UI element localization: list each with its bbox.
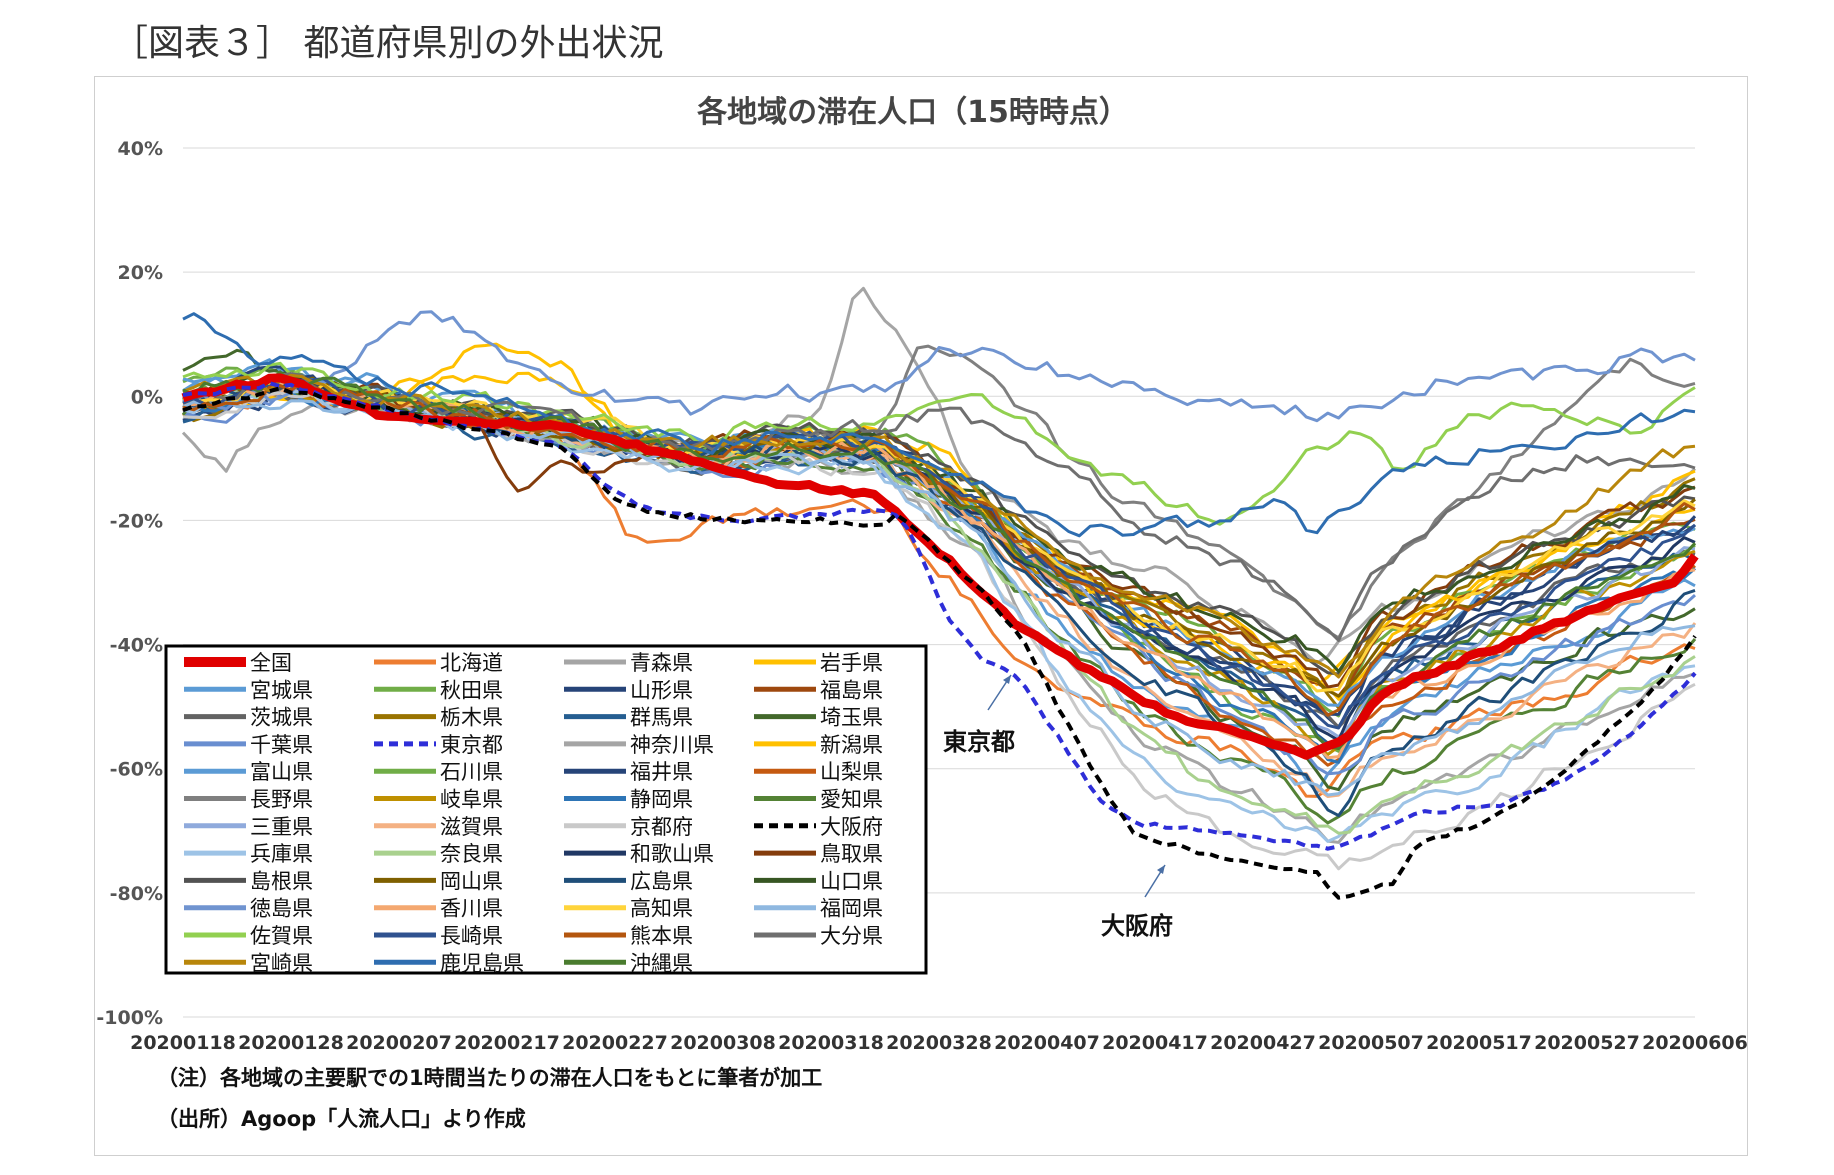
legend-label: 埼玉県 bbox=[820, 706, 883, 730]
annotation-label: 大阪府 bbox=[1101, 912, 1173, 940]
series-line bbox=[182, 361, 1696, 526]
x-tick-label: 20200318 bbox=[778, 1032, 884, 1054]
x-tick-label: 20200128 bbox=[238, 1032, 344, 1054]
y-tick-label: -100% bbox=[96, 1007, 163, 1029]
legend-label: 鹿児島県 bbox=[440, 951, 524, 975]
series-line bbox=[182, 370, 1697, 750]
x-axis: 20200118 20200128 20200207 20200217 20200227… bbox=[130, 1032, 1748, 1054]
series-group bbox=[181, 286, 1699, 900]
legend-label: 東京都 bbox=[440, 733, 503, 757]
series-line bbox=[182, 310, 1696, 423]
legend-box bbox=[164, 644, 928, 975]
series-line bbox=[182, 381, 1696, 717]
annotation-arrowhead bbox=[1157, 865, 1165, 874]
legend-label: 高知県 bbox=[630, 897, 693, 921]
x-tick-label: 20200308 bbox=[670, 1032, 776, 1054]
x-tick-label: 20200207 bbox=[346, 1032, 452, 1054]
legend-label: 福島県 bbox=[820, 678, 883, 702]
x-tick-label: 20200217 bbox=[454, 1032, 560, 1054]
x-tick-label: 20200606 bbox=[1642, 1032, 1748, 1054]
legend-label: 山口県 bbox=[820, 869, 883, 893]
legend-label: 神奈川県 bbox=[630, 733, 714, 757]
legend-label: 石川県 bbox=[440, 760, 503, 784]
legend-label: 栃木県 bbox=[440, 706, 503, 730]
legend-label: 静岡県 bbox=[630, 788, 693, 812]
legend-label: 三重県 bbox=[250, 815, 313, 839]
y-tick-label: -40% bbox=[110, 635, 163, 657]
legend-label: 群馬県 bbox=[630, 706, 693, 730]
x-tick-label: 20200118 bbox=[130, 1032, 236, 1054]
legend-label: 北海道 bbox=[440, 651, 503, 675]
legend-label: 宮城県 bbox=[250, 678, 313, 702]
legend-label: 秋田県 bbox=[440, 678, 503, 702]
legend-label: 岩手県 bbox=[820, 651, 883, 675]
legend-label: 福井県 bbox=[630, 760, 693, 784]
annotation-arrowhead bbox=[1003, 675, 1011, 684]
legend-label: 宮崎県 bbox=[250, 951, 313, 975]
y-axis: 40% 20% 0% -20% -40% -60% -80% -100% bbox=[96, 138, 163, 1029]
series-line bbox=[182, 386, 1697, 900]
legend-label: 徳島県 bbox=[250, 897, 313, 921]
legend-label: 福岡県 bbox=[820, 897, 883, 921]
legend-label: 山梨県 bbox=[820, 760, 883, 784]
y-tick-label: 20% bbox=[118, 262, 163, 284]
y-tick-label: 40% bbox=[118, 138, 163, 160]
annotation-label: 東京都 bbox=[943, 728, 1015, 756]
x-tick-label: 20200227 bbox=[562, 1032, 668, 1054]
y-tick-label: -80% bbox=[110, 883, 163, 905]
y-tick-label: -20% bbox=[110, 510, 163, 532]
legend-label: 長野県 bbox=[250, 788, 313, 812]
figure-title: ［図表３］ 都道府県別の外出状況 bbox=[112, 23, 664, 64]
legend-label: 香川県 bbox=[440, 897, 503, 921]
legend-label: 兵庫県 bbox=[250, 842, 313, 866]
legend-label: 奈良県 bbox=[440, 842, 503, 866]
legend-label: 佐賀県 bbox=[250, 924, 313, 948]
legend-label: 富山県 bbox=[250, 760, 313, 784]
chart-note: （注）各地域の主要駅での1時間当たりの滞在人口をもとに筆者が加工 bbox=[157, 1066, 823, 1090]
legend-label: 京都府 bbox=[630, 815, 693, 839]
legend-label: 滋賀県 bbox=[440, 815, 503, 839]
legend-label: 大阪府 bbox=[820, 815, 883, 839]
legend-label: 大分県 bbox=[820, 924, 883, 948]
legend-label: 和歌山県 bbox=[630, 842, 714, 866]
legend-label: 新潟県 bbox=[820, 733, 883, 757]
legend-label: 青森県 bbox=[630, 651, 693, 675]
y-tick-label: 0% bbox=[131, 386, 163, 408]
legend-label: 山形県 bbox=[630, 678, 693, 702]
legend-label: 全国 bbox=[250, 651, 292, 675]
series-line bbox=[182, 372, 1696, 642]
x-tick-label: 20200407 bbox=[994, 1032, 1100, 1054]
x-tick-label: 20200517 bbox=[1426, 1032, 1532, 1054]
x-tick-label: 20200328 bbox=[886, 1032, 992, 1054]
chart-source: （出所）Agoop「人流人口」より作成 bbox=[157, 1107, 526, 1131]
series-line bbox=[182, 312, 1696, 538]
legend-label: 島根県 bbox=[250, 869, 313, 893]
legend-label: 長崎県 bbox=[440, 924, 503, 948]
legend-label: 広島県 bbox=[630, 869, 693, 893]
legend-label: 千葉県 bbox=[250, 733, 313, 757]
legend-label: 岐阜県 bbox=[440, 788, 503, 812]
series-line bbox=[182, 342, 1696, 687]
legend-label: 茨城県 bbox=[250, 706, 313, 730]
legend-label: 愛知県 bbox=[820, 788, 883, 812]
x-tick-label: 20200527 bbox=[1534, 1032, 1640, 1054]
chart-title: 各地域の滞在人口（15時時点） bbox=[696, 95, 1129, 130]
legend-label: 沖縄県 bbox=[630, 951, 693, 975]
legend-label: 岡山県 bbox=[440, 869, 503, 893]
legend-label: 鳥取県 bbox=[820, 842, 883, 866]
x-tick-label: 20200427 bbox=[1210, 1032, 1316, 1054]
line-chart: 各地域の滞在人口（15時時点） 40% 20% 0% -20% -40% -60% -80%… bbox=[96, 95, 1748, 1054]
legend-label: 熊本県 bbox=[630, 924, 693, 948]
y-tick-label: -60% bbox=[110, 759, 163, 781]
chart-frame: 各地域の滞在人口（15時時点） 40% 20% 0% -20% -40% -60% -80%… bbox=[94, 76, 1748, 1156]
x-tick-label: 20200507 bbox=[1318, 1032, 1424, 1054]
x-tick-label: 20200417 bbox=[1102, 1032, 1208, 1054]
